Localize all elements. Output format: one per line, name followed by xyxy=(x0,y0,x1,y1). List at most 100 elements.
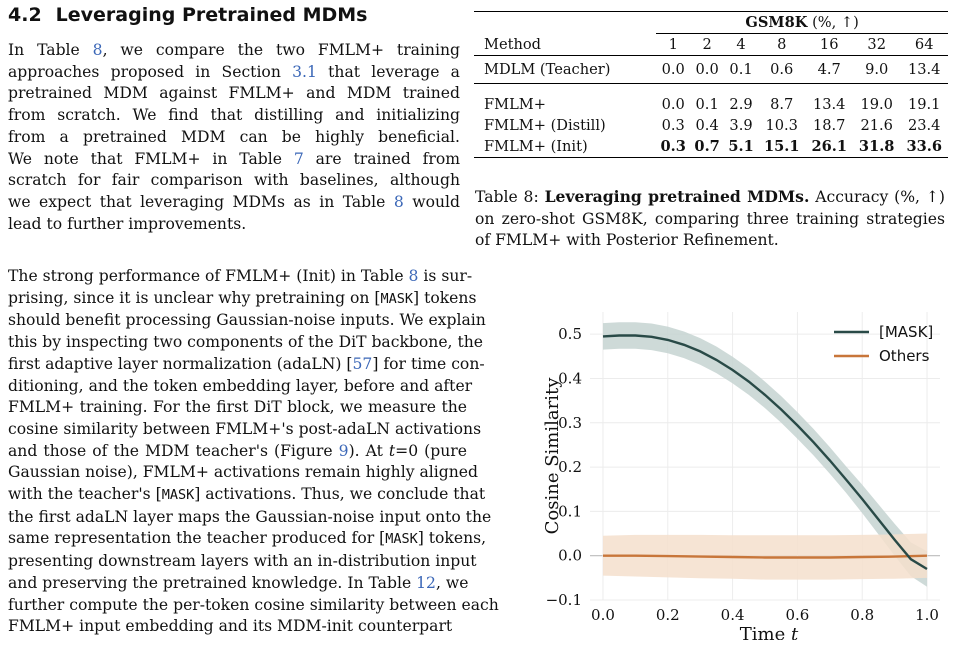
table-group-header: GSM8K (%, ↑) xyxy=(656,11,948,34)
column-header: 2 xyxy=(690,33,725,56)
y-tick-label: 0.4 xyxy=(558,369,582,387)
y-tick-label: 0.1 xyxy=(558,502,582,520)
caption-text: Accuracy (%, ↑) on zero-shot GSM8K, comp… xyxy=(475,188,945,250)
x-tick-label: 0.2 xyxy=(656,606,680,624)
value-cell: 2.9 xyxy=(729,96,753,113)
y-tick-label: 0.5 xyxy=(558,325,582,343)
text-line: We note that FMLM+ in Table 7 are traine… xyxy=(8,149,460,168)
text-line: from a pretrained MDM can be highly bene… xyxy=(8,127,460,146)
text-line: approaches proposed in Section 3.1 that … xyxy=(8,62,460,81)
text-line: and preserving the pretrained knowledge.… xyxy=(8,573,469,592)
column-header: 16 xyxy=(805,33,853,56)
paragraph-1: In Table 8, we compare the two FMLM+ tra… xyxy=(8,40,460,235)
value-cell: 0.6 xyxy=(757,55,806,84)
value-cell: 19.0 xyxy=(860,96,893,113)
value-cell: 23.4 xyxy=(907,117,941,134)
column-header: 32 xyxy=(852,33,901,56)
value-cell: 26.1 xyxy=(805,136,853,158)
value-cell: 0.0 xyxy=(661,96,685,113)
text-line: cosine similarity between FMLM+'s post-a… xyxy=(8,419,482,438)
reference-link[interactable]: 9 xyxy=(338,441,349,460)
x-tick-label: 1.0 xyxy=(915,606,939,624)
method-cell: FMLM+ (Distill) xyxy=(484,117,606,134)
value-cell: 0.3 xyxy=(661,117,685,134)
results-table: GSM8K (%, ↑) Method 1 2 4 8 16 32 64 MDLM (Tea… xyxy=(474,11,948,158)
value-cell: 3.9 xyxy=(729,117,753,134)
legend-label: [MASK] xyxy=(879,323,933,341)
section-title: Leveraging Pretrained MDMs xyxy=(55,4,368,26)
text-line: further compute the per-token cosine sim… xyxy=(8,595,499,614)
value-cell: 18.7 xyxy=(812,117,846,134)
table-caption: Table 8: Leveraging pretrained MDMs. Acc… xyxy=(475,186,945,252)
text-line: ditioning, and the token embedding layer… xyxy=(8,376,473,395)
mask-token: MASK xyxy=(161,487,195,504)
y-tick-label: −0.1 xyxy=(546,591,582,609)
text-line: The strong performance of FMLM+ (Init) i… xyxy=(8,267,473,285)
reference-link[interactable]: 8 xyxy=(408,267,419,285)
value-cell: 13.4 xyxy=(900,55,948,84)
reference-link[interactable]: 12 xyxy=(416,573,436,592)
math-var: t xyxy=(388,441,396,460)
y-axis-label: Cosine Similarity xyxy=(542,377,563,535)
series-band xyxy=(602,322,928,587)
value-cell: 5.1 xyxy=(724,136,758,158)
y-tick-label: 0.3 xyxy=(558,414,582,432)
reference-link[interactable]: 8 xyxy=(393,192,404,211)
value-cell: 0.7 xyxy=(690,136,725,158)
value-cell: 33.6 xyxy=(900,136,948,158)
text-line: FMLM+ training. For the first DiT block,… xyxy=(8,398,467,417)
value-cell: 0.1 xyxy=(695,96,719,113)
legend-label: Others xyxy=(879,347,930,365)
value-cell: 9.0 xyxy=(852,55,901,84)
reference-link[interactable]: 57 xyxy=(352,354,373,373)
text-line: from scratch. We find that distilling an… xyxy=(8,106,460,125)
reference-link[interactable]: 3.1 xyxy=(292,62,317,81)
text-line: first adaptive layer normalization (adaL… xyxy=(8,354,485,373)
x-tick-label: 0.6 xyxy=(785,606,809,624)
cosine-similarity-chart: −0.1 0.0 0.1 0.2 0.3 0.4 0.5 0.0 0.2 0.4 0.6 0.8 1.0… xyxy=(542,312,940,640)
paragraph-2: The strong performance of FMLM+ (Init) i… xyxy=(8,266,499,638)
value-cell: 15.1 xyxy=(757,136,806,158)
series-line xyxy=(603,554,928,559)
text-line: lead to further improvements. xyxy=(8,214,247,233)
value-cell: 0.0 xyxy=(690,55,725,84)
x-tick-label: 0.8 xyxy=(850,606,874,624)
x-axis-label: Time t xyxy=(740,624,799,640)
text-line: pretrained MDM against FMLM+ and MDM tra… xyxy=(8,84,460,103)
text-line: Gaussian noise), FMLM+ activations remai… xyxy=(8,463,478,482)
value-cell: 0.0 xyxy=(656,55,691,84)
reference-link[interactable]: 7 xyxy=(293,149,304,168)
value-cell: 19.1 xyxy=(907,96,941,113)
value-cell: 21.6 xyxy=(860,117,893,134)
text-line: we expect that leveraging MDMs as in Tab… xyxy=(8,192,460,211)
y-tick-label: 0.2 xyxy=(558,458,582,476)
table-row: FMLM+ (Init) 0.3 0.7 5.1 15.1 26.1 31.8 33.6 xyxy=(474,136,948,158)
column-header: 8 xyxy=(757,33,806,56)
value-cell: 13.4 xyxy=(812,96,846,113)
value-cell: 31.8 xyxy=(852,136,901,158)
text-line: should benefit processing Gaussian-noise… xyxy=(8,311,486,330)
section-number: 4.2 xyxy=(8,4,42,26)
reference-link[interactable]: 8 xyxy=(92,41,103,59)
column-header: 4 xyxy=(724,33,758,56)
text-line: this by inspecting two components of the… xyxy=(8,333,484,352)
mask-token: MASK xyxy=(380,290,414,307)
table-row: MDLM (Teacher) 0.0 0.0 0.1 0.6 4.7 9.0 13.4 xyxy=(474,55,948,84)
text-line: same representation the teacher produced… xyxy=(8,529,487,548)
method-cell: FMLM+ xyxy=(484,96,546,113)
section-heading: 4.2 Leveraging Pretrained MDMs xyxy=(8,4,367,26)
text-line: FMLM+ input embedding and its MDM-init c… xyxy=(8,617,453,636)
column-header: 64 xyxy=(900,33,948,56)
x-tick-label: 0.4 xyxy=(721,606,745,624)
value-cell: 0.4 xyxy=(695,117,719,134)
text-line: scratch for fair comparison with baselin… xyxy=(8,171,460,190)
series-line xyxy=(602,334,928,571)
text-line: and those of the MDM teacher's (Figure 9… xyxy=(8,441,467,460)
value-cell: 8.7 xyxy=(770,96,794,113)
caption-label: Table 8: xyxy=(475,188,539,206)
method-cell: MDLM (Teacher) xyxy=(474,55,657,84)
y-tick-label: 0.0 xyxy=(558,547,582,565)
value-cell: 10.3 xyxy=(765,117,798,134)
text-line: presenting downstream layers with an in-… xyxy=(8,552,477,571)
x-tick-label: 0.0 xyxy=(591,606,615,624)
